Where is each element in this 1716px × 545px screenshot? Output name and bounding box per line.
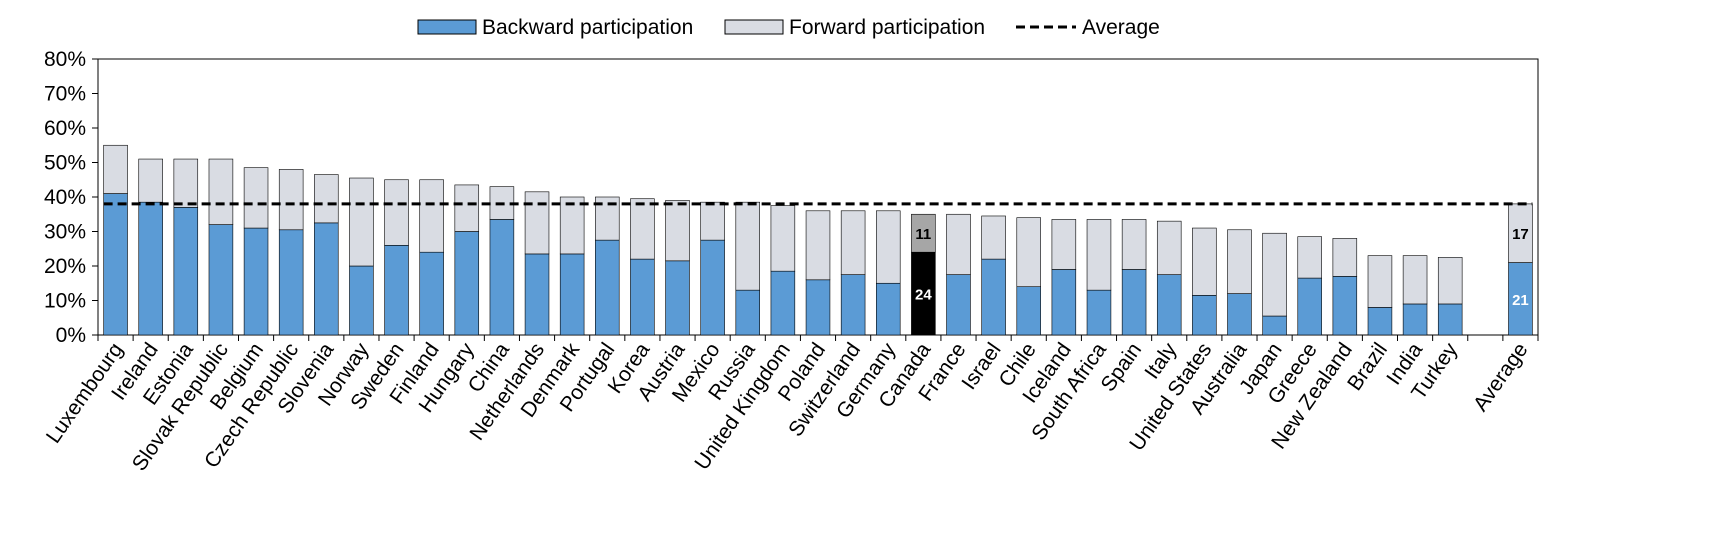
bar-forward-34 (1297, 236, 1322, 279)
bar-forward-6 (314, 174, 339, 224)
data-label: 17 (1512, 226, 1529, 243)
bar-backward-28 (1086, 289, 1112, 336)
bar-backward-5 (278, 229, 304, 336)
bar-backward-30 (1156, 274, 1182, 336)
bar-backward-11 (489, 219, 515, 336)
bar-backward-21 (840, 274, 866, 336)
bar-backward-36 (1367, 307, 1393, 336)
bar-forward-38 (1437, 257, 1463, 305)
legend-label: Forward participation (789, 16, 985, 39)
bar-forward-35 (1332, 238, 1358, 277)
bar-backward-2 (173, 207, 199, 336)
bar-backward-22 (876, 282, 901, 336)
bar-backward-20 (805, 279, 831, 336)
bar-forward-8 (384, 179, 409, 246)
bar-backward-16 (665, 260, 690, 336)
bar-forward-31 (1192, 227, 1217, 296)
bar-forward-27 (1051, 219, 1077, 270)
bar-forward-4 (243, 167, 269, 229)
data-label: 11 (915, 226, 931, 243)
bar-forward-0 (103, 144, 128, 194)
bar-forward-32 (1227, 229, 1252, 294)
x-tick-label: Average (1469, 339, 1532, 416)
bar-backward-26 (1016, 286, 1041, 336)
y-tick-label: 10% (44, 290, 86, 313)
bar-forward-25 (981, 215, 1006, 260)
bar-backward-7 (349, 265, 374, 336)
bar-forward-1 (138, 158, 163, 203)
y-tick-label: 40% (44, 186, 86, 209)
bar-forward-17 (700, 201, 725, 241)
legend-label: Average (1082, 16, 1160, 39)
bar-backward-31 (1192, 295, 1217, 336)
bar-forward-18 (735, 201, 760, 291)
bar-backward-1 (138, 201, 163, 336)
y-tick-label: 20% (44, 255, 86, 278)
bar-backward-34 (1297, 277, 1322, 336)
bar-backward-33 (1262, 315, 1287, 336)
bar-backward-35 (1332, 276, 1358, 336)
bar-backward-29 (1121, 269, 1147, 336)
bar-forward-9 (419, 179, 444, 253)
bar-backward-38 (1437, 303, 1463, 336)
bar-backward-13 (559, 253, 585, 336)
legend-swatch-0 (417, 19, 477, 35)
bar-backward-4 (243, 227, 269, 336)
data-label: 24 (915, 287, 932, 304)
bar-backward-37 (1402, 303, 1428, 336)
bar-backward-27 (1051, 269, 1077, 336)
bar-backward-6 (314, 222, 339, 336)
bar-backward-17 (700, 239, 725, 336)
bar-backward-10 (454, 231, 480, 336)
bar-forward-13 (559, 196, 585, 255)
y-tick-label: 80% (44, 48, 86, 71)
bar-forward-3 (208, 158, 234, 225)
bar-forward-19 (770, 205, 796, 272)
bar-forward-36 (1367, 255, 1393, 308)
bar-forward-10 (454, 184, 480, 232)
bar-backward-9 (419, 251, 444, 336)
bar-backward-25 (981, 258, 1006, 336)
legend-label: Backward participation (482, 16, 693, 39)
y-tick-label: 0% (56, 324, 86, 347)
bar-forward-2 (173, 158, 199, 208)
y-tick-label: 70% (44, 83, 86, 106)
bar-backward-32 (1227, 293, 1252, 336)
bar-forward-24 (946, 213, 971, 275)
x-tick-label: Brazil (1343, 339, 1392, 395)
x-tick-label: Israel (957, 339, 1005, 394)
legend-swatch-1 (724, 19, 784, 35)
y-tick-label: 60% (44, 117, 86, 140)
bar-forward-14 (595, 196, 620, 241)
bar-forward-7 (349, 177, 374, 267)
bar-backward-18 (735, 289, 760, 336)
bar-forward-16 (665, 200, 690, 262)
bar-forward-5 (278, 169, 304, 231)
bar-backward-0 (103, 193, 128, 336)
bar-forward-15 (630, 198, 655, 260)
bar-forward-30 (1156, 220, 1182, 275)
bar-backward-12 (524, 253, 550, 336)
bar-forward-21 (840, 210, 866, 275)
bar-forward-37 (1402, 255, 1428, 305)
bar-forward-23 (911, 213, 936, 253)
bar-forward-20 (805, 210, 831, 281)
bar-backward-15 (630, 258, 655, 336)
bar-forward-33 (1262, 232, 1287, 317)
bar-forward-28 (1086, 219, 1112, 291)
bar-backward-14 (595, 239, 620, 336)
bar-backward-8 (384, 245, 409, 336)
bar-forward-29 (1121, 219, 1147, 270)
data-label: 21 (1512, 292, 1529, 309)
bar-backward-19 (770, 270, 796, 336)
bar-backward-3 (208, 224, 234, 336)
bar-forward-12 (524, 191, 550, 255)
y-tick-label: 30% (44, 221, 86, 244)
bar-forward-22 (876, 210, 901, 284)
bar-backward-24 (946, 274, 971, 336)
bar-forward-26 (1016, 217, 1041, 287)
y-tick-label: 50% (44, 152, 86, 175)
